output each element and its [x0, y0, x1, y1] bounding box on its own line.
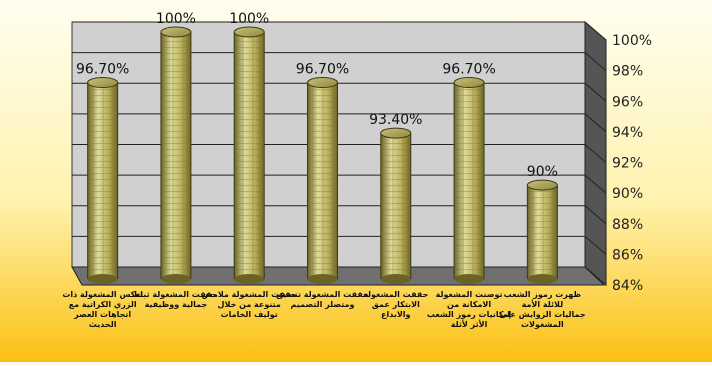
y-tick-label: 94% [612, 125, 643, 141]
y-tick-label: 88% [612, 217, 643, 233]
bars-group [87, 26, 558, 284]
bar-texture [87, 82, 118, 279]
bar-base [160, 274, 191, 284]
category-label: حققت المشغولة ثباتا جمالية ووظيفية [134, 290, 217, 309]
bar [526, 179, 558, 284]
category-label: حققت المشغولة ملامس متنوعة من خلال توليف ا… [202, 290, 297, 319]
data-label: 96.70% [76, 62, 129, 78]
data-label: 96.70% [296, 62, 349, 78]
gridline-side [584, 235, 607, 255]
bar [87, 77, 119, 284]
y-tick-label: 100% [612, 33, 652, 49]
gridline-side [584, 21, 607, 41]
gridline-side [584, 113, 607, 133]
y-tick-label: 98% [612, 64, 643, 80]
bar-texture [160, 32, 191, 279]
bar-texture [307, 82, 338, 279]
bar-texture [454, 82, 485, 279]
category-label: حققت المشغولة تنسيق ومتصلر التصميم [276, 290, 369, 309]
gridline-side [584, 174, 607, 194]
bar-base [307, 274, 338, 284]
bar [453, 77, 485, 284]
y-tick-label: 84% [612, 278, 643, 294]
bar [160, 26, 192, 284]
data-label: 96.70% [442, 62, 495, 78]
category-label: ظهرت رموز الشعب للائلة الأمة جماليات الزوا… [499, 290, 586, 329]
bar-texture [234, 32, 265, 279]
y-tick-label: 86% [612, 247, 643, 263]
bar [233, 26, 265, 284]
bar-base [454, 274, 485, 284]
bar-cap [380, 127, 412, 139]
data-label: 100% [229, 11, 269, 27]
bar-cap [307, 77, 338, 89]
y-tick-label: 96% [612, 94, 643, 110]
labels-group: 84% 86% 88% 90% 92% 94% 96% 98% 100% 96.70% تعكس ا… [62, 11, 652, 329]
bar-texture [380, 133, 411, 279]
bar-base [87, 274, 118, 284]
data-label: 90% [527, 164, 558, 180]
gridline-side [584, 144, 607, 163]
category-label: حققت المشغولة الابتكار عمق والابداع [363, 290, 428, 319]
bar-cap [233, 26, 265, 38]
bar-base [380, 274, 411, 284]
bar [380, 127, 412, 284]
bar-cap [526, 179, 558, 191]
data-label: 100% [156, 11, 196, 27]
bar [307, 77, 338, 284]
category-label: توصنت المشغولة الامكانة من إمكانيات رموز ا… [427, 290, 512, 329]
bar-texture [527, 185, 558, 279]
gridline-side [584, 205, 607, 225]
bar-cap [160, 26, 192, 38]
y-tick-label: 90% [612, 186, 643, 202]
bar-cap [87, 77, 119, 89]
gridline-side [584, 52, 607, 72]
bar-base [527, 274, 558, 284]
category-label: تعكس المشغولة ذات الزري الكراتية مع اتجاها… [62, 290, 143, 329]
data-label: 93.40% [369, 112, 422, 128]
bar-base [234, 274, 265, 284]
y-tick-label: 92% [612, 156, 643, 172]
gridline-side [584, 82, 607, 102]
bar-cap [453, 77, 485, 89]
